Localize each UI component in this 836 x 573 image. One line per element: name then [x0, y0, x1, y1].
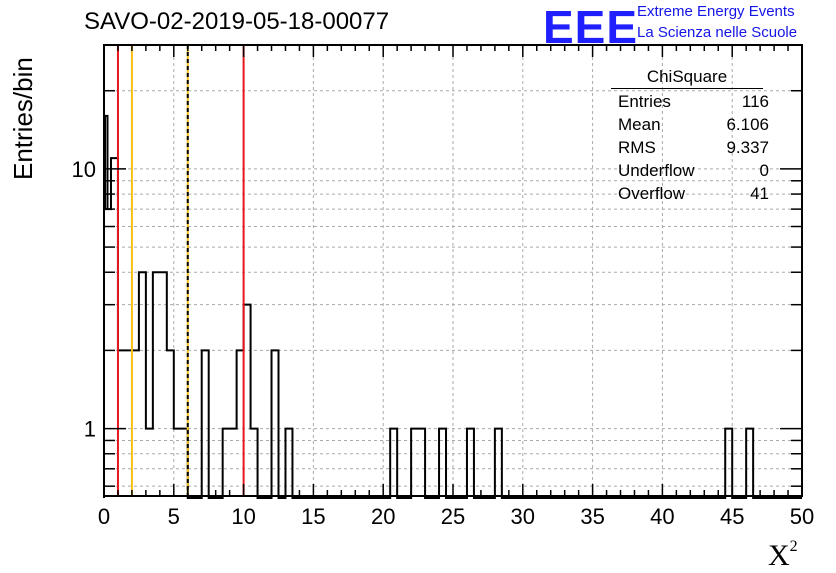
stats-value: 0 — [759, 161, 769, 180]
stats-label: Underflow — [618, 161, 695, 180]
stats-box: ChiSquare Entries 116 Mean 6.106 RMS 9.337 … — [611, 67, 776, 205]
stats-label: Overflow — [618, 184, 686, 203]
stats-row-rms: RMS 9.337 — [611, 136, 769, 159]
eee-logo-mark: EEE — [543, 1, 639, 53]
chart-title: SAVO-02-2019-05-18-00077 — [84, 8, 390, 35]
logo-text-line2: La Scienza nelle Scuole — [637, 24, 798, 41]
stats-label: RMS — [618, 138, 656, 157]
x-tick-label: 45 — [720, 504, 744, 529]
stats-value: 116 — [741, 92, 769, 111]
x-tick-label: 40 — [650, 504, 674, 529]
stats-title: ChiSquare — [611, 67, 763, 89]
y-axis-label: Entries/bin — [8, 57, 38, 180]
y-tick-label: 1 — [84, 417, 96, 442]
x-axis-label-superscript: 2 — [789, 538, 798, 555]
stats-row-mean: Mean 6.106 — [611, 113, 769, 136]
x-tick-label: 5 — [168, 504, 180, 529]
x-tick-label: 10 — [231, 504, 255, 529]
x-axis-label: X2 — [768, 538, 798, 573]
stats-label: Mean — [618, 115, 661, 134]
x-tick-label: 25 — [441, 504, 465, 529]
x-tick-label: 30 — [511, 504, 535, 529]
logo-text-line1: Extreme Energy Events — [637, 3, 795, 20]
x-tick-label: 0 — [98, 504, 110, 529]
stats-row-underflow: Underflow 0 — [611, 159, 769, 182]
x-tick-label: 50 — [790, 504, 814, 529]
histogram-first-bin-peak — [104, 114, 109, 210]
stats-label: Entries — [618, 92, 671, 111]
stats-value: 6.106 — [726, 115, 769, 134]
x-tick-label: 20 — [371, 504, 395, 529]
stats-value: 41 — [750, 184, 769, 203]
stats-row-overflow: Overflow 41 — [611, 182, 769, 205]
x-tick-label: 35 — [580, 504, 604, 529]
stats-value: 9.337 — [726, 138, 769, 157]
stats-row-entries: Entries 116 — [611, 90, 769, 113]
x-axis-label-base: X — [768, 539, 790, 572]
x-tick-label: 15 — [301, 504, 325, 529]
histogram-outline — [103, 157, 802, 499]
y-tick-label: 10 — [72, 157, 96, 182]
